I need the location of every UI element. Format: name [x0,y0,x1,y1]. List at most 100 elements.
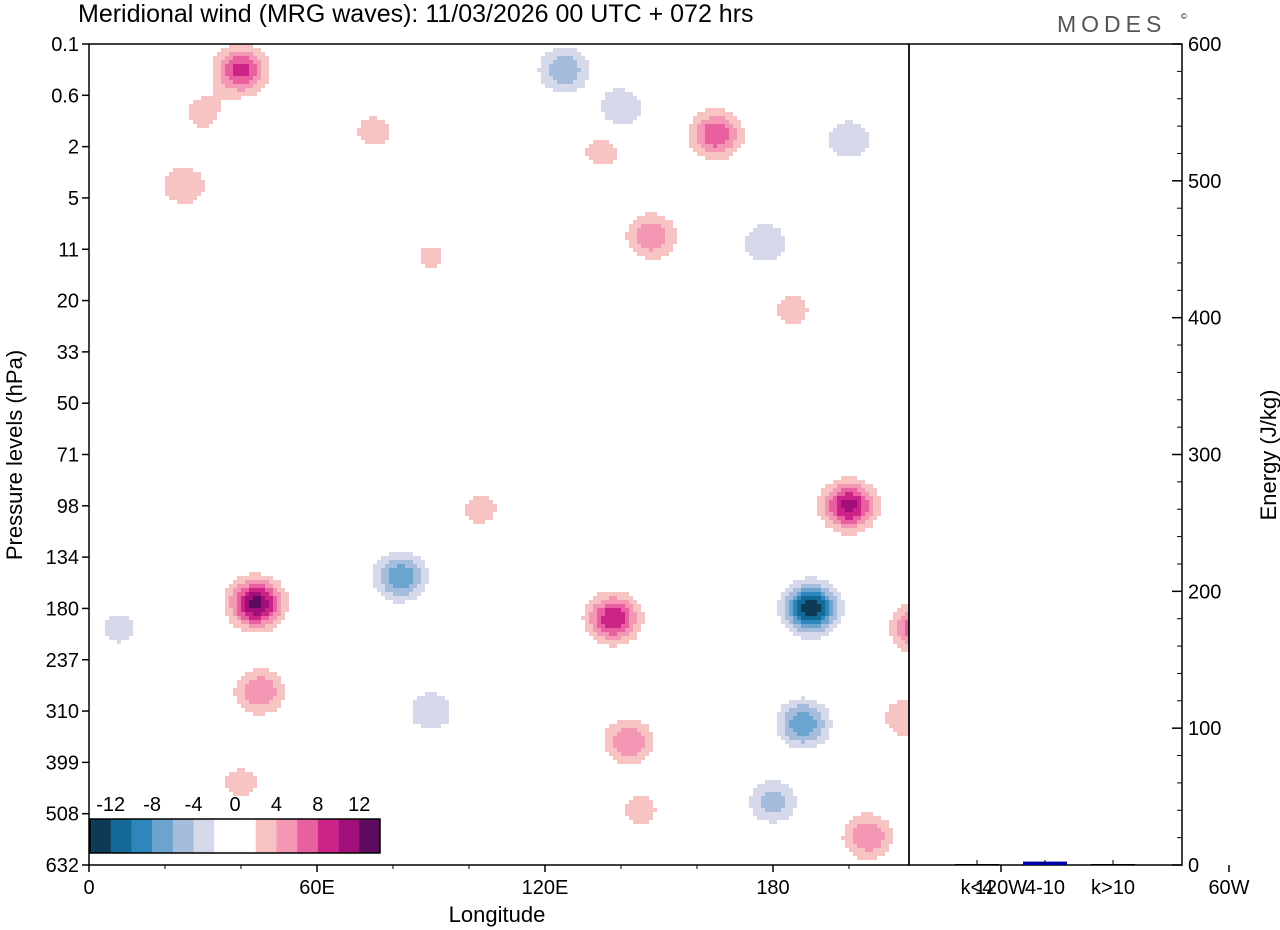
heatmap-cell [265,608,273,612]
heatmap-cell [541,60,553,64]
heatmap-cell [393,584,409,588]
heatmap-cell [273,608,277,612]
y-tick-label: 399 [46,752,79,774]
heatmap-cell [281,604,289,608]
heatmap-cell [413,712,449,716]
heatmap-cell [825,596,829,600]
heatmap-cell [785,600,789,604]
heatmap-cell [873,504,881,508]
heatmap-cell [165,184,205,188]
heatmap-cell [581,68,589,72]
heatmap-cell [213,60,221,64]
x-tick-label: 180 [756,877,789,899]
energy-tick-label: 100 [1188,718,1221,740]
heatmap-cell [709,116,725,120]
heatmap-cell [785,724,789,728]
heatmap-cell [697,112,733,116]
heatmap-cell [829,616,837,620]
heatmap-cell [665,240,677,244]
heatmap-cell [905,628,909,632]
heatmap-cell [605,736,613,740]
heatmap-cell [777,732,785,736]
heatmap-cell [373,564,385,568]
heatmap-cell [265,676,281,680]
heatmap-cell [829,604,833,608]
heatmap-cell [689,128,697,132]
heatmap-cell [841,488,857,492]
energy-axis-label: Energy (J/kg) [1256,390,1280,521]
heatmap-cell [821,616,825,620]
heatmap-cell [605,112,641,116]
heatmap-cell [645,740,653,744]
heatmap-cell [801,604,821,608]
heatmap-cell [413,588,425,592]
heatmap-cell [785,796,797,800]
heatmap-cell [281,600,289,604]
heatmap-cell [797,608,801,612]
heatmap-cell [797,604,801,608]
heatmap-cell [629,612,637,616]
colorbar-swatch [255,819,277,853]
heatmap-cell [225,56,233,60]
heatmap-cell [249,80,257,84]
heatmap-cell [729,132,737,136]
heatmap-cell [277,600,281,604]
heatmap-cell [269,604,273,608]
heatmap-cell [717,144,733,148]
heatmap-cell [229,76,253,80]
heatmap-cell [633,220,673,224]
heatmap-cell [229,52,253,56]
heatmap-cell [253,84,265,88]
heatmap-cell [689,124,697,128]
energy-panel-frame [908,43,1183,866]
heatmap-cell [625,232,637,236]
heatmap-cell [465,512,493,516]
heatmap-cell [821,712,829,716]
heatmap-cell [705,140,725,144]
heatmap-cell [905,640,909,644]
heatmap-cell [597,624,605,628]
heatmap-cell [777,308,809,312]
heatmap-cell [789,700,817,704]
heatmap-cell [897,620,905,624]
heatmap-cell [825,484,837,488]
heatmap-cell [785,616,793,620]
heatmap-cell [713,144,717,148]
heatmap-cell [661,224,673,228]
heatmap-cell [597,616,601,620]
heatmap-cell [745,236,785,240]
heatmap-cell [221,60,229,64]
heatmap-cell [853,828,881,832]
heatmap-cell [813,728,821,732]
heatmap-cell [781,792,793,796]
heatmap-cell [237,700,249,704]
heatmap-cell [825,724,833,728]
heatmap-cell [749,800,761,804]
heatmap-cell [705,128,729,132]
heatmap-cell [225,612,233,616]
heatmap-cell [833,128,865,132]
heatmap-cell [229,600,237,604]
heatmap-cell [585,148,617,152]
heatmap-cell [605,728,621,732]
heatmap-cell [845,828,853,832]
heatmap-cell [105,624,133,628]
heatmap-cell [805,612,817,616]
heatmap-cell [749,232,781,236]
heatmap-cell [877,824,889,828]
heatmap-cell [845,508,853,512]
heatmap-cell [221,64,225,68]
heatmap-cell [793,608,797,612]
heatmap-cell [781,592,789,596]
heatmap-cell [829,596,837,600]
heatmap-cell [637,252,669,256]
heatmap-cell [789,612,793,616]
heatmap-cell [245,592,249,596]
heatmap-cell [817,500,825,504]
heatmap-cell [873,496,881,500]
heatmap-cell [629,800,653,804]
heatmap-cell [793,624,801,628]
heatmap-cell [257,72,261,76]
heatmap-cell [821,588,829,592]
heatmap-cell [665,232,677,236]
